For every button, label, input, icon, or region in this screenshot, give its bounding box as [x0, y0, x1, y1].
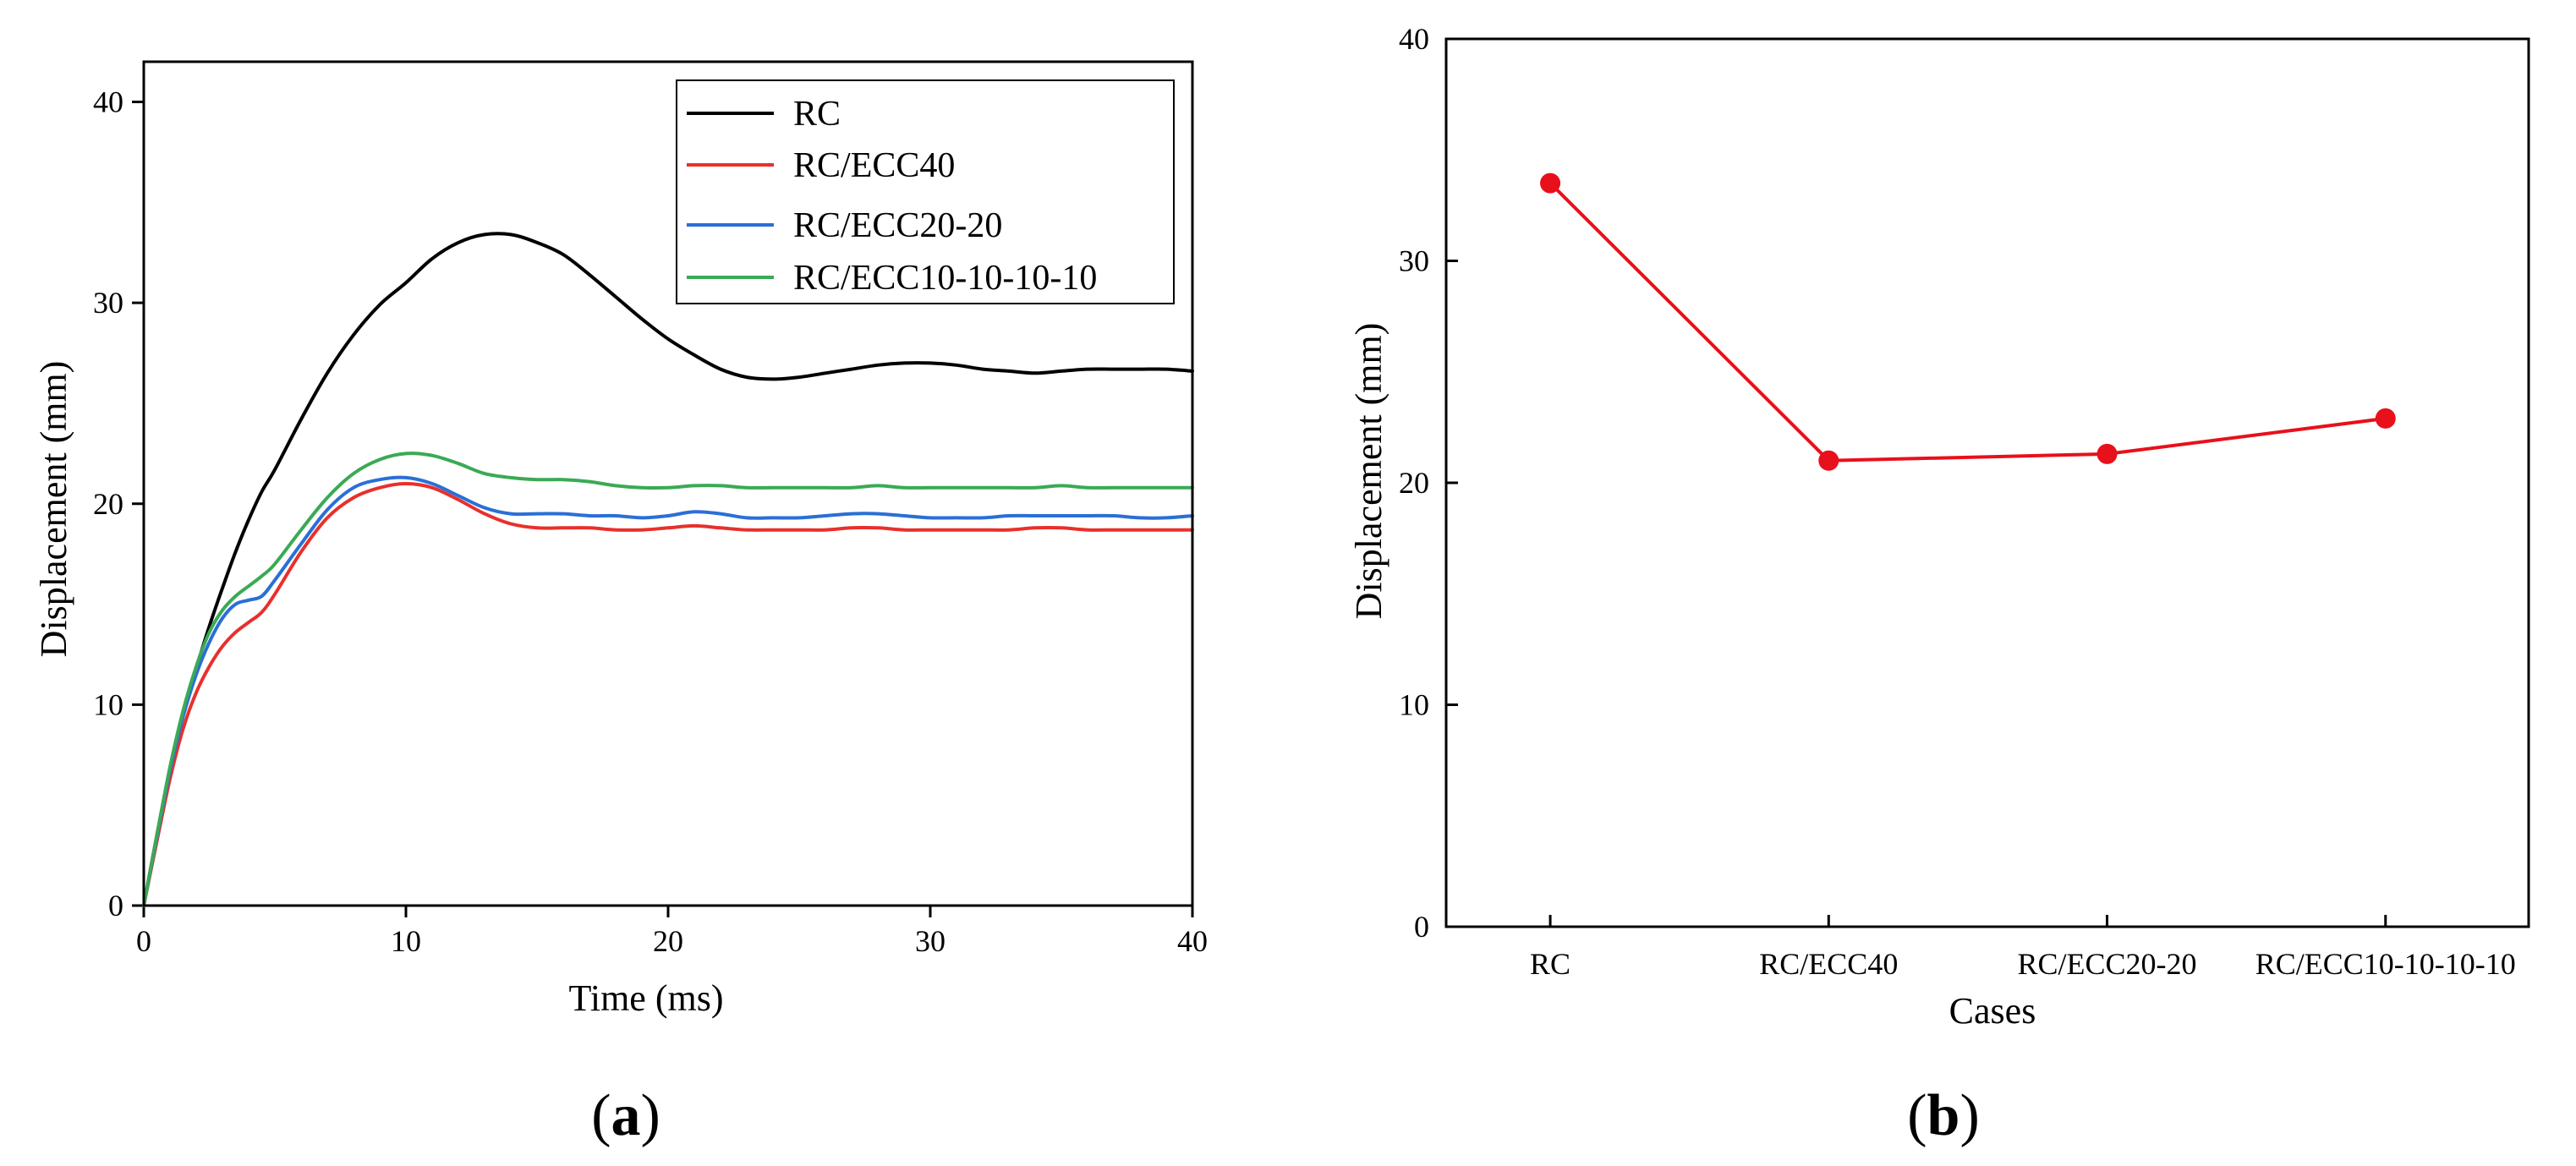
- chart-b-y-tick-label: 40: [1399, 22, 1429, 56]
- legend-label-rc: RC: [793, 95, 841, 134]
- chart-b-y-tick-label: 20: [1399, 466, 1429, 500]
- chart-b-series-line: [1548, 182, 2387, 463]
- chart-b-x-tick-label-rc-ecc40: RC/ECC40: [1759, 947, 1898, 981]
- panel-label-a-close: ): [641, 1083, 660, 1148]
- chart-b-series-group: [1540, 172, 2396, 471]
- chart-a-y-tick-label: 10: [93, 687, 123, 721]
- panel-label-a-open: (: [591, 1083, 611, 1148]
- chart-a-x-axis-title: Time (ms): [569, 977, 724, 1019]
- chart-b-y-axis-title: Displacement (mm): [1348, 323, 1389, 620]
- chart-a-y-tick-label: 0: [108, 889, 123, 922]
- chart-a-series-line-rc-ecc10-10-10-10: [142, 452, 1194, 907]
- chart-a-x-tick-label: 10: [391, 924, 421, 958]
- chart-b-point-rc-ecc40: [1818, 450, 1839, 471]
- chart-a-x-tick-label: 30: [915, 924, 945, 958]
- panel-label-a: (a): [591, 1083, 660, 1148]
- chart-a-time-history: Displacement (mm) Time (ms) 0 10 20 30 40 0 1…: [33, 60, 1208, 1019]
- panel-label-a-letter: a: [611, 1083, 641, 1148]
- chart-b-x-ticks: RC RC/ECC40 RC/ECC20-20 RC/ECC10-10-10-10: [1530, 915, 2516, 981]
- chart-a-series-line-rc: [142, 232, 1194, 907]
- chart-b-x-axis-title: Cases: [1949, 990, 2036, 1032]
- chart-a-x-tick-label: 20: [653, 924, 683, 958]
- chart-a-x-tick-label: 40: [1177, 924, 1208, 958]
- legend-label-rc-ecc10-10-10-10: RC/ECC10-10-10-10: [793, 259, 1097, 298]
- chart-a-y-tick-label: 40: [93, 85, 123, 119]
- chart-a-y-tick-label: 30: [93, 286, 123, 320]
- chart-b-y-tick-label: 30: [1399, 244, 1429, 278]
- chart-a-legend-box: [676, 79, 1175, 304]
- chart-a-y-axis-title: Displacement (mm): [33, 361, 74, 658]
- chart-b-y-ticks: 0 10 20 30 40: [1399, 22, 1458, 944]
- chart-b-x-tick-label-rc: RC: [1530, 947, 1570, 981]
- panel-label-b-open: (: [1907, 1083, 1927, 1148]
- chart-a-y-tick-label: 20: [93, 487, 123, 521]
- legend-label-rc-ecc20-20: RC/ECC20-20: [793, 206, 1002, 245]
- chart-b-y-tick-label: 0: [1414, 910, 1429, 944]
- chart-b-case-comparison: Displacement (mm) Cases 0 10 20 30 40 RC RC/E…: [1348, 22, 2530, 1032]
- panel-label-b-letter: b: [1927, 1083, 1960, 1148]
- chart-a-x-tick-label: 0: [136, 924, 151, 958]
- chart-a-series-group: [142, 232, 1194, 907]
- chart-b-x-tick-label-rc-ecc20-20: RC/ECC20-20: [2018, 947, 2197, 981]
- chart-b-point-rc-ecc10-10-10-10: [2375, 408, 2396, 429]
- panel-label-b-close: ): [1959, 1083, 1979, 1148]
- legend-label-rc-ecc40: RC/ECC40: [793, 146, 955, 185]
- chart-a-plot-frame: [142, 60, 1194, 907]
- chart-a-x-ticks: 0 10 20 30 40: [136, 906, 1208, 958]
- chart-b-point-rc: [1540, 172, 1561, 194]
- chart-b-plot-frame: [1444, 37, 2530, 928]
- chart-a-y-ticks: 0 10 20 30 40: [93, 85, 144, 922]
- chart-b-x-tick-label-rc-ecc10-10-10-10: RC/ECC10-10-10-10: [2255, 947, 2516, 981]
- chart-a-legend: RC RC/ECC40 RC/ECC20-20 RC/ECC10-10-10-1…: [676, 79, 1175, 304]
- panel-label-b: (b): [1907, 1083, 1980, 1148]
- chart-a-series-line-rc-ecc40: [142, 482, 1194, 907]
- chart-b-y-tick-label: 10: [1399, 688, 1429, 722]
- chart-b-point-rc-ecc20-20: [2096, 443, 2118, 464]
- chart-a-series-line-rc-ecc20-20: [142, 475, 1194, 907]
